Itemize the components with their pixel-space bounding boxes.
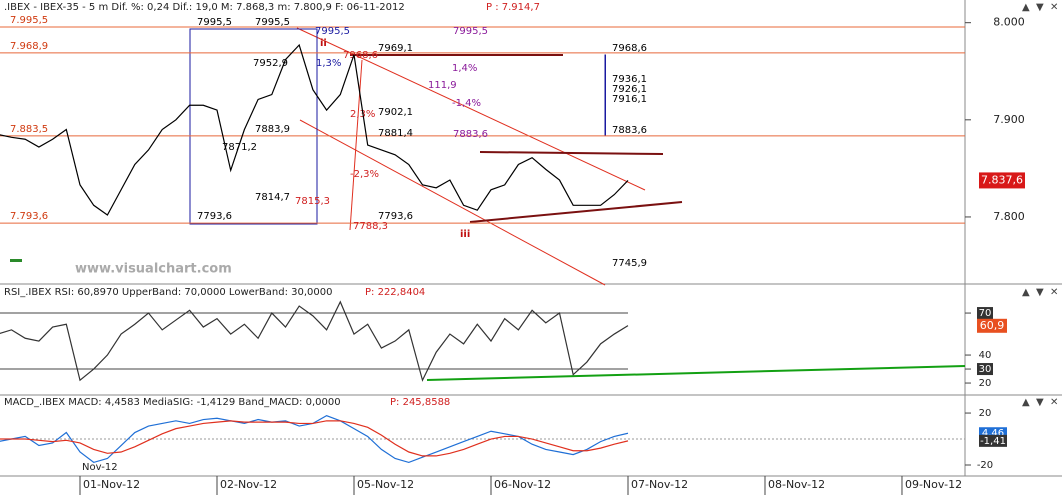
- button[interactable]: ✕: [1050, 287, 1058, 298]
- level-label: 7.793,6: [10, 211, 48, 222]
- button[interactable]: ▲: [1022, 397, 1030, 408]
- annotation: 7995,5: [255, 17, 290, 28]
- annotation: 7881,4: [378, 128, 413, 139]
- annotation: 7968,6: [343, 50, 378, 61]
- level-label: 7.995,5: [10, 15, 48, 26]
- x-tick-label: 05-Nov-12: [357, 478, 414, 491]
- annotation: iii: [460, 229, 470, 240]
- rsi-subtitle: P: 222,8404: [365, 287, 425, 298]
- header: .IBEX - IBEX-35 - 5 m Dif. %: 0,24 Dif.:…: [4, 2, 405, 13]
- y-tick-label: 8.000: [993, 16, 1025, 29]
- current-price-label: 7.837,6: [981, 173, 1023, 186]
- macd-subtitle: P: 245,8588: [390, 397, 450, 408]
- annotation: 7936,1: [612, 74, 647, 85]
- x-tick-label: 09-Nov-12: [905, 478, 962, 491]
- current-rsi-label: 60,9: [980, 319, 1005, 332]
- y-tick-label: 30: [979, 364, 992, 375]
- button[interactable]: ▲: [1022, 287, 1030, 298]
- indicator-icon: [10, 259, 22, 262]
- y-tick-label: 40: [979, 350, 992, 361]
- annotation: 1,3%: [316, 58, 341, 69]
- annotation: 7995,5: [453, 26, 488, 37]
- annotation: 7883,6: [612, 125, 647, 136]
- annotation: 7793,6: [197, 211, 232, 222]
- current-rsi-box: [977, 318, 1007, 333]
- rsi-title: RSI_.IBEX RSI: 60,8970 UpperBand: 70,000…: [4, 287, 332, 298]
- annotation: 7968,6: [612, 43, 647, 54]
- annotation: 7814,7: [255, 192, 290, 203]
- x-tick-label: 06-Nov-12: [494, 478, 551, 491]
- x-tick-label: 02-Nov-12: [220, 478, 277, 491]
- current-price-box: [979, 172, 1025, 189]
- button[interactable]: ▲: [1022, 2, 1030, 13]
- current-macd-box: [979, 434, 1007, 447]
- level-label: 7.968,9: [10, 41, 48, 52]
- annotation: 7883,6: [453, 129, 488, 140]
- header-price: P : 7.914,7: [486, 2, 540, 13]
- x-tick-label: 01-Nov-12: [83, 478, 140, 491]
- annotation: 7815,3: [295, 196, 330, 207]
- trend-lines: [350, 54, 683, 223]
- price-line: [0, 43, 629, 216]
- annotation: ii: [320, 38, 327, 49]
- annotation: 111,9: [428, 80, 457, 91]
- y-tick-label: -20: [977, 460, 993, 471]
- y-tick-label: 7.800: [993, 210, 1025, 223]
- y-tick-label: 20: [979, 408, 992, 419]
- series-line: [0, 420, 629, 457]
- price-line: [0, 300, 629, 382]
- button[interactable]: ✕: [1050, 2, 1058, 13]
- y-tick-label: 70: [979, 308, 992, 319]
- annotation: 7883,9: [255, 124, 290, 135]
- x-tick-label: 08-Nov-12: [768, 478, 825, 491]
- annotation: 7995,5: [315, 26, 350, 37]
- annotation: 1,4%: [452, 63, 477, 74]
- x-tick-label: 07-Nov-12: [631, 478, 688, 491]
- annotation: -2,3%: [350, 169, 379, 180]
- watermark: www.visualchart.com: [75, 262, 232, 277]
- annotation: 7788,3: [353, 221, 388, 232]
- fibo-boxes: [189, 28, 606, 225]
- tick-box: [977, 363, 993, 376]
- rsi-trend-line: [426, 365, 966, 381]
- button[interactable]: ▼: [1036, 397, 1044, 408]
- y-tick-label: 20: [979, 378, 992, 389]
- annotation: 7793,6: [378, 211, 413, 222]
- button[interactable]: ▼: [1036, 287, 1044, 298]
- annotation: -1,4%: [452, 98, 481, 109]
- x-note: Nov-12: [82, 462, 118, 473]
- annotation: 7969,1: [378, 43, 413, 54]
- button[interactable]: ✕: [1050, 397, 1058, 408]
- current-macd-label: -1,41: [980, 436, 1006, 447]
- current-macd-label: 4,46: [982, 428, 1004, 439]
- window-buttons[interactable]: ▲ ▼ ✕ ▲ ▼ ✕ ▲ ▼ ✕: [1022, 2, 1058, 408]
- annotation: 7871,2: [222, 142, 257, 153]
- annotation: 7916,1: [612, 94, 647, 105]
- annotation: 7902,1: [378, 107, 413, 118]
- annotation: 7926,1: [612, 84, 647, 95]
- annotation: 7745,9: [612, 258, 647, 269]
- tick-box: [977, 307, 993, 320]
- macd-title: MACD_.IBEX MACD: 4,4583 MediaSIG: -1,412…: [4, 397, 341, 408]
- annotation: 7995,5: [197, 17, 232, 28]
- level-label: 7.883,5: [10, 124, 48, 135]
- button[interactable]: ▼: [1036, 2, 1044, 13]
- y-tick-label: 7.900: [993, 113, 1025, 126]
- annotation: 7952,9: [253, 58, 288, 69]
